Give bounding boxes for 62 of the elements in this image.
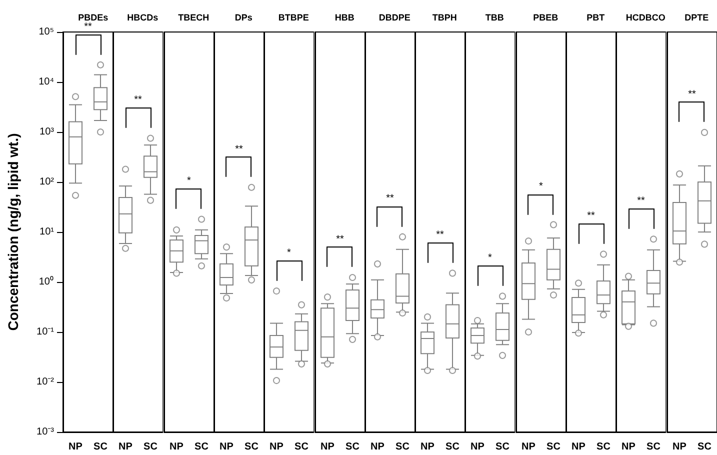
x-tick-label: SC [94, 442, 108, 452]
chart-title: BTBPE [278, 12, 310, 22]
y-tick-label: 10³ [40, 126, 55, 138]
x-tick-label: NP [672, 442, 686, 452]
y-axis-title: Concentration (ng/g, lipid wt.) [5, 133, 21, 331]
y-tick-label: 10⁻¹ [36, 326, 55, 338]
annotation: ** [386, 193, 394, 204]
chart-title: PBEB [532, 12, 558, 22]
x-tick-label: SC [646, 442, 661, 452]
chart-title: HBB [334, 12, 354, 22]
x-tick-label: NP [572, 442, 586, 452]
x-tick-label: NP [169, 442, 184, 452]
x-tick-label: SC [194, 442, 208, 452]
chart-title: PBT [586, 12, 606, 22]
annotation: * [186, 176, 191, 187]
chart-title: DPTE [684, 12, 708, 22]
y-tick-label: 10⁴ [38, 76, 54, 88]
chart-title: TBB [486, 12, 505, 22]
x-tick-label: NP [68, 442, 83, 452]
x-tick-label: SC [446, 442, 460, 452]
chart-title: TBPH [432, 12, 458, 22]
x-tick-label: SC [697, 442, 712, 452]
x-tick-label: SC [496, 442, 510, 452]
chart-title: TBECH [178, 12, 209, 22]
x-tick-label: NP [622, 442, 636, 452]
chart-title: DPs [234, 12, 252, 22]
x-tick-label: NP [219, 442, 234, 452]
x-tick-label: SC [144, 442, 158, 452]
y-tick-label: 10² [40, 176, 55, 188]
chart-title: PBDEs [78, 12, 108, 22]
text: ** [84, 21, 92, 32]
x-tick-label: NP [320, 442, 334, 452]
annotation: * [538, 181, 543, 192]
x-tick-label: SC [395, 442, 410, 452]
x-tick-label: NP [420, 442, 435, 452]
annotation: ** [235, 144, 243, 155]
chart-title: HBCDs [127, 12, 158, 22]
x-tick-label: SC [596, 442, 611, 452]
x-tick-label: NP [270, 442, 284, 452]
annotation: * [488, 252, 492, 264]
x-tick-label: SC [546, 442, 560, 452]
y-tick-label: 10¹ [40, 226, 55, 238]
annotation: * [287, 247, 292, 258]
annotation: ** [688, 88, 696, 100]
x-tick-label: SC [294, 442, 309, 452]
y-tick-label: 10⁻² [36, 376, 55, 388]
annotation: ** [336, 234, 344, 245]
x-tick-label: NP [370, 442, 385, 452]
y-tick-label: 10⁰ [38, 276, 54, 288]
annotation: ** [436, 230, 444, 241]
y-tick-label: 10⁻³ [36, 426, 55, 438]
x-tick-label: SC [345, 442, 359, 452]
y-tick-label: 10⁵ [38, 26, 54, 38]
annotation: ** [637, 196, 646, 207]
annotation: ** [587, 210, 596, 222]
x-tick-label: NP [471, 442, 486, 452]
x-tick-label: SC [244, 442, 258, 452]
chart-title: HCDBCO [626, 12, 666, 22]
x-tick-label: NP [521, 442, 536, 452]
annotation: ** [134, 94, 142, 106]
x-tick-label: NP [118, 442, 134, 452]
chart-title: DBDPE [378, 12, 410, 22]
